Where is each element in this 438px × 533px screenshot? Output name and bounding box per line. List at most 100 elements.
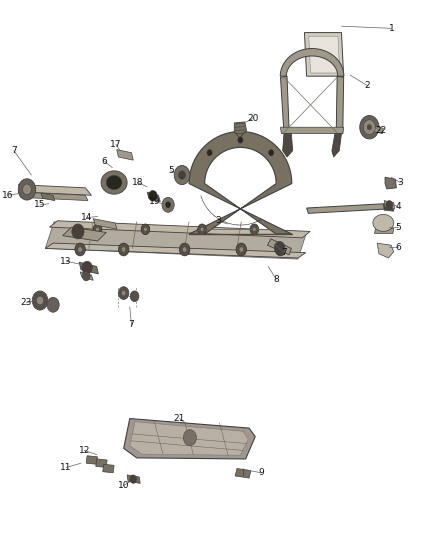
Polygon shape bbox=[147, 192, 160, 201]
Polygon shape bbox=[235, 469, 251, 478]
Circle shape bbox=[75, 243, 85, 256]
Polygon shape bbox=[45, 222, 307, 259]
Circle shape bbox=[32, 291, 48, 310]
Text: 1: 1 bbox=[389, 24, 395, 33]
Circle shape bbox=[78, 247, 82, 252]
Polygon shape bbox=[384, 200, 395, 209]
Text: 7: 7 bbox=[281, 248, 287, 257]
Polygon shape bbox=[336, 76, 344, 134]
Circle shape bbox=[198, 224, 206, 235]
Circle shape bbox=[72, 224, 84, 239]
Polygon shape bbox=[280, 76, 289, 134]
Text: 7: 7 bbox=[129, 320, 134, 329]
Text: 13: 13 bbox=[60, 257, 72, 265]
Polygon shape bbox=[93, 219, 117, 229]
Text: 6: 6 bbox=[102, 157, 107, 166]
Text: 19: 19 bbox=[149, 197, 161, 206]
Circle shape bbox=[93, 224, 102, 235]
Circle shape bbox=[144, 227, 147, 231]
Text: 2: 2 bbox=[365, 81, 371, 90]
Circle shape bbox=[174, 165, 190, 184]
Circle shape bbox=[82, 271, 90, 281]
Polygon shape bbox=[86, 456, 98, 464]
Polygon shape bbox=[374, 228, 394, 233]
Circle shape bbox=[275, 243, 286, 256]
Polygon shape bbox=[127, 475, 140, 483]
Text: 5: 5 bbox=[395, 223, 401, 232]
Text: 7: 7 bbox=[11, 146, 17, 155]
Polygon shape bbox=[377, 243, 394, 258]
Text: 3: 3 bbox=[397, 178, 403, 187]
Polygon shape bbox=[234, 122, 247, 138]
Polygon shape bbox=[103, 464, 114, 473]
Polygon shape bbox=[41, 193, 55, 200]
Polygon shape bbox=[130, 422, 248, 455]
Text: 12: 12 bbox=[79, 446, 90, 455]
Polygon shape bbox=[189, 132, 292, 234]
Circle shape bbox=[18, 179, 35, 200]
Circle shape bbox=[130, 475, 137, 483]
Circle shape bbox=[363, 120, 375, 135]
Circle shape bbox=[250, 224, 259, 235]
Polygon shape bbox=[79, 262, 99, 274]
Polygon shape bbox=[332, 134, 342, 157]
Text: 10: 10 bbox=[118, 481, 129, 490]
Polygon shape bbox=[106, 175, 122, 190]
Circle shape bbox=[274, 241, 285, 254]
Circle shape bbox=[183, 247, 187, 252]
Text: 15: 15 bbox=[34, 200, 46, 209]
Circle shape bbox=[118, 243, 129, 256]
Circle shape bbox=[386, 200, 393, 209]
Polygon shape bbox=[96, 459, 107, 467]
Polygon shape bbox=[18, 192, 88, 200]
Polygon shape bbox=[374, 126, 383, 134]
Circle shape bbox=[148, 190, 157, 201]
Circle shape bbox=[47, 297, 59, 312]
Polygon shape bbox=[101, 171, 127, 194]
Text: 17: 17 bbox=[110, 140, 122, 149]
Circle shape bbox=[253, 227, 256, 231]
Circle shape bbox=[179, 171, 186, 179]
Polygon shape bbox=[383, 204, 394, 211]
Polygon shape bbox=[117, 150, 133, 160]
Polygon shape bbox=[124, 418, 255, 459]
Circle shape bbox=[130, 291, 139, 302]
Circle shape bbox=[162, 197, 174, 212]
Text: 5: 5 bbox=[168, 166, 173, 175]
Polygon shape bbox=[80, 272, 93, 280]
Text: 18: 18 bbox=[132, 178, 143, 187]
Circle shape bbox=[121, 290, 126, 296]
Circle shape bbox=[36, 296, 43, 305]
Circle shape bbox=[96, 227, 99, 231]
Text: 16: 16 bbox=[2, 191, 14, 200]
Polygon shape bbox=[268, 239, 291, 255]
Circle shape bbox=[367, 125, 371, 130]
Polygon shape bbox=[373, 214, 394, 231]
Circle shape bbox=[360, 116, 379, 139]
Polygon shape bbox=[18, 184, 92, 195]
Circle shape bbox=[200, 227, 204, 231]
Circle shape bbox=[238, 137, 243, 143]
Text: 4: 4 bbox=[395, 203, 401, 212]
Text: 8: 8 bbox=[273, 274, 279, 284]
Circle shape bbox=[268, 150, 274, 156]
Text: 6: 6 bbox=[395, 243, 401, 252]
Text: 3: 3 bbox=[216, 216, 222, 225]
Polygon shape bbox=[63, 227, 106, 241]
Circle shape bbox=[184, 430, 196, 446]
Circle shape bbox=[239, 247, 244, 252]
Text: 21: 21 bbox=[174, 414, 185, 423]
Circle shape bbox=[121, 247, 126, 252]
Circle shape bbox=[180, 243, 190, 256]
Circle shape bbox=[236, 243, 247, 256]
Circle shape bbox=[82, 261, 92, 274]
Polygon shape bbox=[309, 36, 340, 73]
Polygon shape bbox=[385, 177, 396, 189]
Text: 23: 23 bbox=[21, 298, 32, 307]
Polygon shape bbox=[304, 33, 344, 76]
Polygon shape bbox=[45, 243, 306, 258]
Text: 22: 22 bbox=[375, 126, 386, 135]
Polygon shape bbox=[280, 127, 344, 134]
Polygon shape bbox=[280, 49, 344, 76]
Text: 9: 9 bbox=[258, 469, 264, 477]
